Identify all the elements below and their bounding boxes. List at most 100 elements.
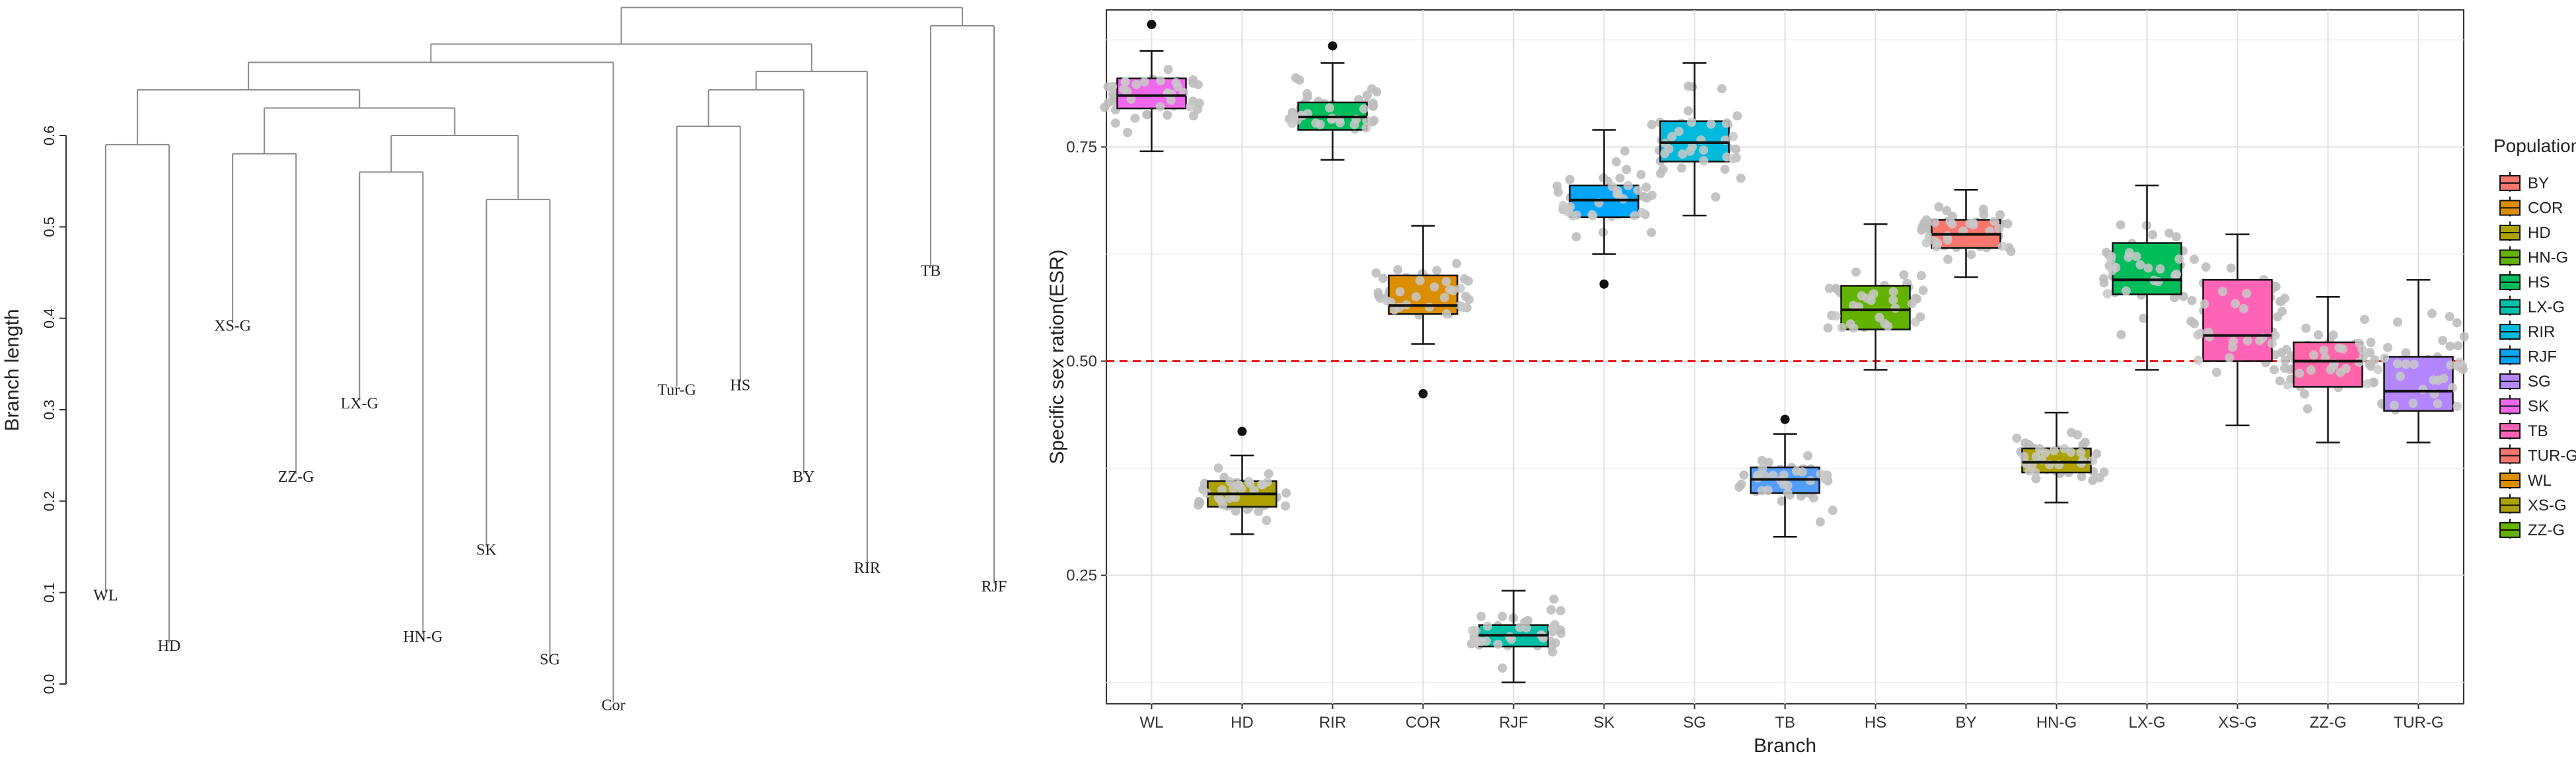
x-tick-label: SG: [1683, 714, 1706, 732]
jitter-point: [1779, 479, 1789, 489]
jitter-point: [1736, 173, 1746, 183]
jitter-point: [2073, 430, 2083, 439]
jitter-point: [1848, 300, 1858, 310]
jitter-point: [1997, 241, 2007, 251]
jitter-point: [1218, 500, 1228, 510]
jitter-point: [2124, 248, 2134, 258]
jitter-point: [1483, 621, 1493, 631]
jitter-point: [1378, 274, 1388, 284]
jitter-point: [1195, 498, 1205, 508]
jitter-point: [1548, 624, 1558, 634]
jitter-point: [1622, 165, 1631, 174]
jitter-point: [2111, 262, 2121, 272]
jitter-point: [1678, 149, 1688, 159]
jitter-point: [1233, 480, 1242, 490]
jitter-point: [2170, 271, 2180, 281]
jitter-point: [1942, 206, 1952, 215]
legend-label: LX-G: [2528, 299, 2565, 317]
leaf-label: RJF: [982, 578, 1007, 595]
jitter-point: [2201, 262, 2211, 272]
jitter-point: [1558, 201, 1568, 211]
legend-label: HN-G: [2528, 249, 2568, 267]
outlier-point: [1147, 20, 1157, 30]
jitter-point: [2382, 342, 2392, 352]
jitter-point: [1783, 488, 1793, 498]
jitter-point: [1468, 626, 1478, 636]
jitter-point: [1851, 267, 1861, 277]
jitter-point: [1281, 488, 1291, 498]
jitter-point: [2187, 295, 2197, 305]
x-axis-ticks: WL HD RIR COR RJF SK SG TB HS BY HN-G LX-G XS-G ZZ-G T…: [1140, 704, 2444, 732]
jitter-point: [1522, 623, 1532, 633]
jitter-point: [1706, 119, 1716, 129]
jitter-point: [2445, 311, 2454, 321]
jitter-point: [1890, 303, 1900, 313]
jitter-point: [1411, 291, 1421, 301]
jitter-point: [2401, 360, 2411, 369]
jitter-point: [1919, 219, 1929, 229]
jitter-point: [1758, 463, 1768, 473]
leaf-label: WL: [93, 588, 118, 605]
jitter-point: [1458, 303, 1468, 313]
y-axis-ticks: 0.25 0.50 0.75: [1066, 138, 1106, 585]
jitter-point: [1978, 204, 1988, 214]
jitter-point: [2088, 476, 2098, 486]
jitter-point: [1753, 473, 1763, 483]
jitter-point: [2006, 247, 2016, 256]
jitter-point: [2194, 356, 2203, 365]
jitter-point: [2196, 328, 2205, 338]
jitter-point: [1464, 295, 1474, 305]
jitter-point: [1629, 211, 1639, 221]
leaf-label: Cor: [602, 697, 626, 714]
x-tick-label: LX-G: [2128, 714, 2165, 732]
legend-label: RIR: [2528, 323, 2555, 341]
jitter-point: [1899, 270, 1909, 280]
jitter-point: [1611, 157, 1621, 167]
x-tick-label: ZZ-G: [2310, 714, 2347, 732]
dendrogram-y-axis: 0.0 0.1 0.2 0.3 0.4 0.5 0.6: [41, 126, 67, 694]
jitter-point: [2200, 299, 2209, 309]
jitter-point: [1470, 636, 1480, 646]
outlier-point: [1328, 41, 1338, 51]
jitter-point: [1449, 285, 1458, 295]
jitter-point: [2226, 263, 2236, 273]
jitter-point: [2155, 264, 2165, 274]
x-tick-label: BY: [1955, 714, 1976, 732]
jitter-point: [1739, 470, 1749, 480]
jitter-point: [1213, 463, 1223, 473]
jitter-point: [2452, 402, 2462, 412]
leaf-label: LX-G: [341, 395, 378, 412]
legend: Population BY COR HD HN-G HS LX-G RIR RJF SG SK TB…: [2493, 135, 2576, 539]
jitter-point: [1497, 611, 1507, 621]
jitter-point: [1213, 493, 1223, 503]
legend-label: RJF: [2528, 348, 2557, 366]
jitter-point: [1432, 266, 1442, 276]
jitter-point: [1123, 128, 1133, 137]
jitter-point: [1189, 111, 1199, 121]
jitter-point: [1264, 469, 1273, 478]
y-axis-title: Specific sex ration(ESR): [1046, 249, 1068, 464]
legend-label: HS: [2528, 274, 2550, 291]
jitter-point: [1684, 106, 1694, 116]
jitter-point: [2211, 367, 2221, 377]
jitter-point: [2121, 286, 2131, 296]
jitter-point: [1831, 311, 1841, 321]
jitter-point: [1598, 227, 1608, 237]
jitter-point: [1736, 479, 1746, 489]
jitter-point: [2225, 353, 2235, 363]
jitter-point: [2049, 445, 2059, 455]
jitter-point: [2131, 252, 2141, 262]
jitter-point: [1910, 317, 1920, 327]
jitter-point: [2267, 338, 2277, 348]
jitter-point: [1647, 227, 1657, 237]
jitter-point: [2283, 380, 2293, 390]
jitter-point: [2190, 319, 2200, 328]
jitter-point: [2279, 363, 2289, 373]
legend-label: COR: [2528, 200, 2563, 217]
jitter-point: [1641, 182, 1651, 192]
jitter-point: [1688, 82, 1698, 92]
jitter-point: [1156, 76, 1166, 86]
jitter-point: [1186, 102, 1196, 112]
jitter-point: [1717, 84, 1727, 94]
x-tick-label: TUR-G: [2394, 714, 2444, 732]
